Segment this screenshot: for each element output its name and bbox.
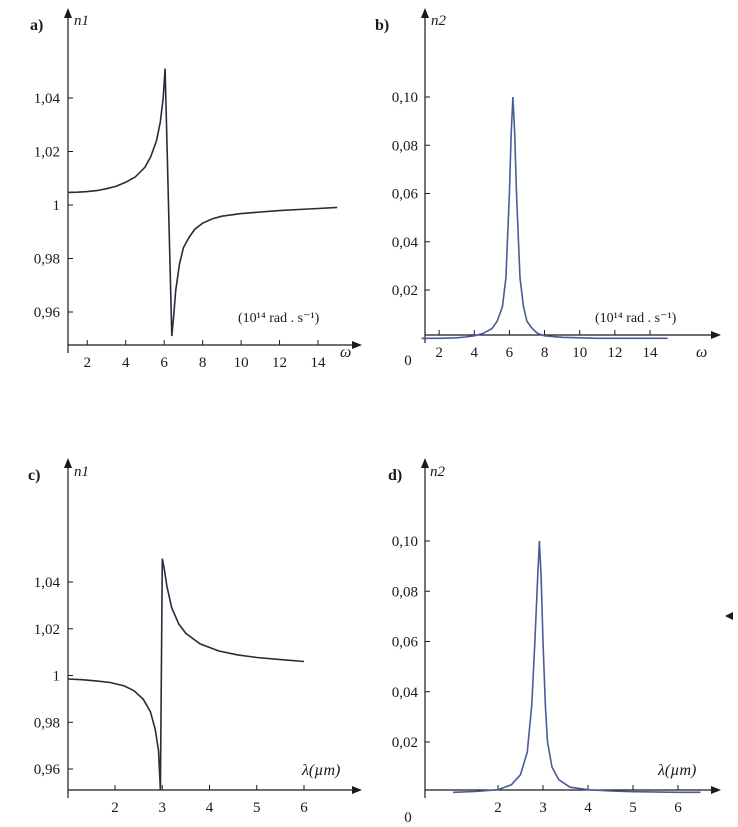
panel-b: b) n2 (10¹⁴ rad . s⁻¹) ω 0 2 4 6 8 10 12 14 0,02…: [375, 8, 721, 369]
x-tick-label: 4: [471, 345, 479, 361]
y-tick-label: 1: [53, 198, 61, 214]
x-tick-label: 5: [629, 800, 637, 816]
y-axis-label: n1: [74, 13, 89, 29]
unit-note: (10¹⁴ rad . s⁻¹): [595, 311, 677, 326]
panel-label: d): [388, 467, 402, 484]
x-axis-arrow-icon: [711, 331, 721, 339]
x-tick-label: 2: [111, 800, 119, 816]
series-line: [421, 96, 668, 340]
y-tick-label: 0,08: [392, 584, 418, 600]
y-tick-label: 0,96: [34, 305, 61, 321]
x-tick-label: 2: [494, 800, 502, 816]
x-tick-label: 0: [404, 810, 412, 826]
x-axis-label: ω: [340, 344, 351, 361]
y-tick-label: 0,98: [34, 252, 60, 268]
x-tick-label: 6: [300, 800, 308, 816]
x-axis-arrow-icon: [352, 341, 362, 349]
x-tick-label: 6: [160, 355, 168, 371]
y-tick-label: 1,04: [34, 575, 61, 591]
x-tick-label: 6: [674, 800, 682, 816]
y-tick-label: 1,02: [34, 145, 60, 161]
x-tick-label: 14: [311, 355, 327, 371]
series-line: [67, 68, 338, 337]
y-tick-label: 1,04: [34, 91, 61, 107]
y-tick-label: 0,10: [392, 90, 418, 106]
y-axis-label: n2: [431, 13, 447, 29]
y-axis-arrow-icon: [64, 458, 72, 468]
panel-label: a): [30, 17, 43, 34]
y-tick-label: 1: [53, 669, 61, 685]
x-tick-label: 6: [506, 345, 514, 361]
y-tick-label: 1,02: [34, 622, 60, 638]
y-tick-label: 0,04: [392, 685, 419, 701]
y-tick-label: 0,02: [392, 735, 418, 751]
y-axis-arrow-icon: [421, 8, 429, 18]
x-tick-label: 2: [83, 355, 91, 371]
x-tick-label: 8: [541, 345, 549, 361]
panel-label: b): [375, 17, 389, 34]
x-tick-label: 10: [572, 345, 587, 361]
unit-note: (10¹⁴ rad . s⁻¹): [238, 311, 320, 326]
x-tick-label: 0: [404, 353, 412, 369]
x-tick-label: 4: [584, 800, 592, 816]
panel-a: a) n1 (10¹⁴ rad . s⁻¹) ω 2 4 6 8 10 12 14 0,96 0…: [30, 8, 362, 371]
margin-arrow-icon: [725, 612, 733, 620]
x-tick-label: 12: [272, 355, 287, 371]
y-tick-label: 0,06: [392, 187, 419, 203]
series-line: [452, 540, 701, 794]
y-axis-label: n2: [430, 464, 446, 480]
series-line: [67, 558, 305, 791]
x-tick-label: 14: [643, 345, 659, 361]
panel-c: c) n1 λ(µm) 2 3 4 5 6 0,96 0,98 1 1,02 1,04: [28, 458, 362, 816]
x-axis-arrow-icon: [711, 786, 721, 794]
y-tick-label: 0,02: [392, 283, 418, 299]
x-axis-arrow-icon: [352, 786, 362, 794]
y-tick-label: 0,98: [34, 715, 60, 731]
y-tick-label: 0,96: [34, 762, 61, 778]
x-tick-label: 10: [234, 355, 249, 371]
x-tick-label: 5: [253, 800, 261, 816]
x-tick-label: 4: [206, 800, 214, 816]
y-tick-label: 0,08: [392, 138, 418, 154]
x-axis-label: λ(µm): [301, 762, 340, 779]
y-axis-arrow-icon: [421, 458, 429, 468]
y-tick-label: 0,04: [392, 235, 419, 251]
x-axis-label: ω: [696, 344, 707, 361]
panel-label: c): [28, 467, 40, 484]
panel-d: d) n2 λ(µm) 0 2 3 4 5 6 0,02 0,04 0,06 0,08 0,10: [388, 458, 721, 826]
y-axis-label: n1: [74, 464, 89, 480]
y-axis-arrow-icon: [64, 8, 72, 18]
y-tick-label: 0,06: [392, 635, 419, 651]
x-tick-label: 4: [122, 355, 130, 371]
x-tick-label: 12: [607, 345, 622, 361]
y-tick-label: 0,10: [392, 534, 418, 550]
x-tick-label: 2: [435, 345, 443, 361]
x-tick-label: 3: [159, 800, 167, 816]
x-tick-label: 8: [199, 355, 207, 371]
x-axis-label: λ(µm): [657, 762, 696, 779]
x-tick-label: 3: [539, 800, 547, 816]
